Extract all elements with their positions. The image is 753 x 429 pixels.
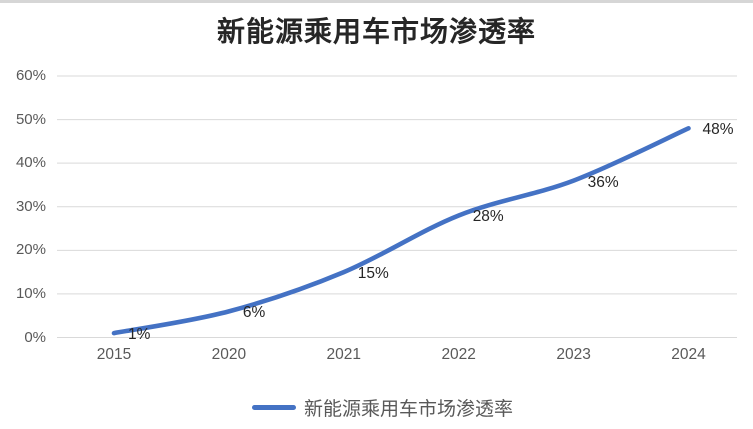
y-axis-tick-label: 40%: [15, 154, 46, 172]
data-label: 6%: [242, 304, 266, 322]
data-label: 15%: [357, 265, 389, 283]
y-axis-tick-label: 60%: [15, 67, 46, 84]
x-axis-tick-label: 2024: [671, 346, 706, 363]
x-axis-tick-label: 2020: [211, 346, 247, 363]
legend-line-swatch: [251, 405, 296, 410]
y-axis-tick-label: 20%: [15, 241, 46, 259]
x-axis-tick-label: 2022: [441, 346, 476, 363]
y-axis-tick-label: 10%: [15, 284, 46, 302]
y-axis-tick-label: 50%: [15, 110, 46, 128]
chart-title: 新能源乘用车市场渗透率: [216, 17, 536, 48]
top-border-strip: [0, 0, 753, 3]
y-axis-tick-label: 30%: [15, 197, 46, 215]
y-axis-tick-label: 0%: [24, 328, 46, 346]
x-axis-tick-label: 2015: [96, 346, 132, 363]
legend-label: 新能源乘用车市场渗透率: [303, 399, 513, 420]
series-line: [111, 126, 691, 336]
data-label: 48%: [702, 121, 734, 139]
legend: 新能源乘用车市场渗透率: [0, 394, 753, 421]
data-label: 28%: [472, 208, 504, 226]
data-label: 36%: [587, 173, 619, 191]
x-axis-tick-label: 2023: [556, 346, 591, 363]
data-label: 1%: [128, 326, 151, 344]
x-axis-tick-label: 2021: [326, 346, 362, 363]
